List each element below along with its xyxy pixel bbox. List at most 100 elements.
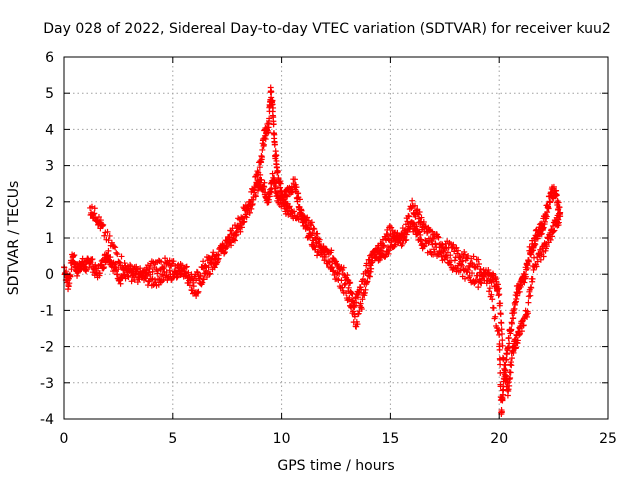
- data-point: [475, 261, 482, 268]
- data-point: [388, 224, 395, 231]
- data-point: [168, 276, 175, 283]
- data-point: [277, 184, 284, 191]
- data-point: [516, 332, 523, 339]
- data-point: [232, 229, 239, 236]
- data-point: [260, 141, 267, 148]
- data-point: [255, 169, 262, 176]
- data-point: [437, 249, 444, 256]
- data-point: [91, 210, 98, 217]
- data-point: [91, 205, 98, 212]
- data-point: [127, 265, 134, 272]
- x-tick-label: 20: [490, 431, 508, 447]
- data-point: [293, 184, 300, 191]
- data-point: [475, 256, 482, 263]
- data-point: [551, 227, 558, 234]
- data-point: [240, 219, 247, 226]
- data-point: [510, 315, 517, 322]
- data-point: [244, 203, 251, 210]
- data-point: [527, 292, 534, 299]
- data-point: [124, 273, 131, 280]
- data-point: [545, 205, 552, 212]
- data-point: [498, 319, 505, 326]
- data-point: [348, 290, 355, 297]
- data-point: [492, 313, 499, 320]
- data-point: [154, 270, 161, 277]
- data-point: [524, 313, 531, 320]
- data-point: [138, 273, 145, 280]
- data-point: [553, 192, 560, 199]
- data-point: [304, 214, 311, 221]
- data-point: [225, 233, 232, 240]
- data-point: [121, 271, 128, 278]
- data-point: [200, 276, 207, 283]
- y-tick-label: -1: [40, 303, 54, 319]
- data-point: [265, 196, 272, 203]
- data-point: [540, 253, 547, 260]
- data-point: [328, 247, 335, 254]
- data-point: [296, 196, 303, 203]
- data-point: [309, 229, 316, 236]
- data-point: [354, 321, 361, 328]
- data-point: [269, 170, 276, 177]
- data-point: [258, 177, 265, 184]
- data-point: [221, 249, 228, 256]
- y-tick-label: 2: [45, 195, 54, 211]
- data-point: [243, 214, 250, 221]
- data-point: [458, 262, 465, 269]
- data-point: [190, 283, 197, 290]
- data-point: [413, 223, 420, 230]
- data-point: [266, 115, 273, 122]
- data-point: [502, 367, 509, 374]
- data-point: [353, 299, 360, 306]
- chart-title: Day 028 of 2022, Sidereal Day-to-day VTE…: [43, 21, 611, 37]
- data-point: [358, 306, 365, 312]
- data-point: [108, 239, 115, 246]
- data-point: [111, 243, 118, 250]
- data-point: [457, 254, 464, 261]
- data-point: [322, 249, 329, 256]
- data-point: [196, 275, 203, 282]
- data-point: [338, 277, 345, 284]
- data-point: [101, 264, 108, 271]
- data-point: [118, 253, 125, 260]
- data-point: [363, 279, 370, 286]
- data-point: [507, 375, 514, 382]
- data-point: [97, 217, 104, 224]
- data-point: [165, 274, 172, 281]
- data-point: [261, 179, 268, 186]
- y-tick-label: 5: [45, 86, 54, 102]
- data-point: [67, 273, 74, 280]
- data-point: [498, 330, 505, 337]
- data-point: [141, 277, 148, 284]
- data-point: [376, 251, 383, 258]
- x-tick-label: 0: [60, 431, 69, 447]
- data-point: [95, 213, 102, 220]
- data-point: [210, 249, 217, 256]
- data-point: [550, 228, 557, 235]
- data-point: [385, 250, 392, 257]
- data-point: [508, 320, 515, 327]
- data-point: [505, 334, 512, 341]
- data-point: [506, 382, 513, 389]
- data-point: [512, 344, 519, 351]
- data-point: [333, 260, 340, 267]
- data-point: [299, 219, 306, 226]
- data-point: [71, 252, 78, 259]
- data-point: [506, 376, 513, 383]
- data-point: [543, 243, 550, 250]
- data-point: [170, 258, 177, 265]
- data-point: [520, 322, 527, 329]
- data-marks: [61, 84, 564, 417]
- data-point: [528, 284, 535, 291]
- data-point: [359, 296, 366, 303]
- data-point: [101, 232, 108, 239]
- data-point: [246, 209, 253, 216]
- data-point: [462, 251, 469, 258]
- data-point: [439, 241, 446, 248]
- data-point: [121, 260, 128, 267]
- data-point: [274, 168, 281, 175]
- data-point: [277, 180, 284, 187]
- data-point: [314, 252, 321, 259]
- data-point: [499, 337, 506, 344]
